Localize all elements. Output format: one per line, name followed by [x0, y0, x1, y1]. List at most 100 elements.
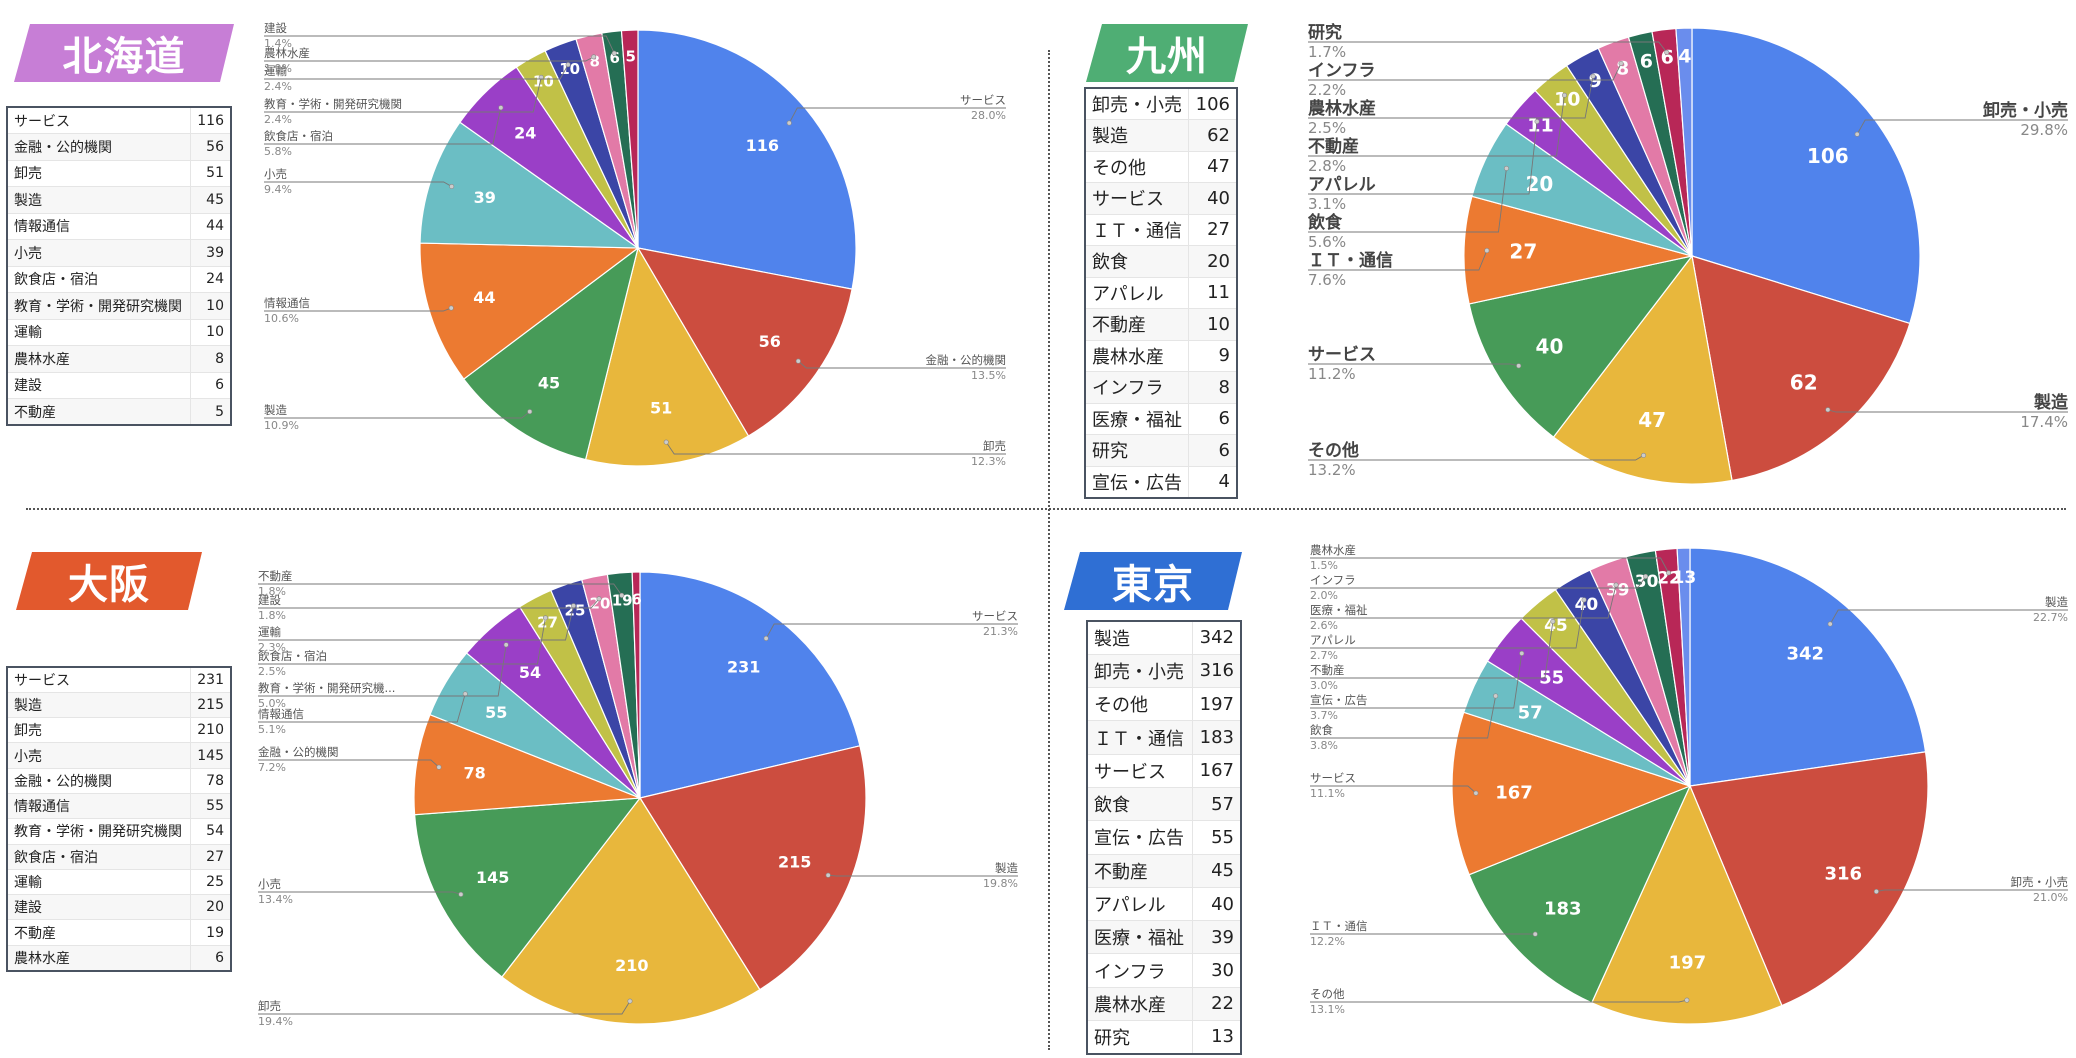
pie-slice: [639, 571, 861, 799]
callout-line: [1310, 584, 1617, 619]
table-cell-value: 25: [189, 869, 231, 896]
table-row: 卸売 51: [7, 160, 231, 187]
slice-value-label: 215: [778, 852, 811, 871]
callout-category-label: サービス: [960, 93, 1006, 107]
slice-value-label: 4: [1678, 45, 1691, 67]
callout-line: [1308, 168, 1507, 233]
table-cell-category: その他: [1087, 687, 1193, 722]
callout-percent-label: 13.4%: [258, 893, 293, 906]
callout-percent-label: 19.4%: [258, 1015, 293, 1028]
callout-dot: [1590, 73, 1596, 79]
slice-value-label: 56: [759, 332, 781, 351]
region-tag-hokkaido: 北海道: [14, 24, 234, 82]
table-cell-category: 製造: [7, 186, 191, 214]
slice-value-label: 8: [589, 53, 599, 71]
callout-category-label: 飲食: [1307, 212, 1343, 233]
table-cell-value: 27: [1188, 214, 1237, 246]
table-cell-value: 6: [189, 945, 231, 972]
callout-dot: [448, 305, 454, 311]
table-cell-value: 22: [1191, 987, 1241, 1022]
callout-dot: [627, 998, 633, 1004]
table-cell-category: 農林水産: [7, 345, 191, 373]
slice-value-label: 6: [1640, 50, 1653, 72]
slice-value-label: 20: [590, 595, 611, 613]
pie-slice: [413, 713, 641, 816]
table-row: サービス 40: [1085, 182, 1237, 215]
callout-category-label: 卸売: [983, 439, 1006, 453]
callout-percent-label: 10.9%: [264, 419, 299, 432]
table-row: 金融・公的機関 56: [7, 133, 231, 161]
callout-line: [788, 107, 1006, 124]
callout-line: [765, 623, 1018, 639]
table-cell-category: 情報通信: [7, 213, 191, 240]
callout-line: [264, 181, 452, 187]
table-cell-value: 27: [189, 844, 231, 870]
callout-dot: [1550, 618, 1556, 624]
callout-category-label: アパレル: [1310, 633, 1356, 647]
table-cell-category: 建設: [7, 894, 191, 921]
table-cell-value: 6: [1188, 434, 1237, 467]
callout-dot: [1503, 165, 1509, 171]
table-row: ＩＴ・通信 183: [1087, 720, 1241, 755]
table-cell-value: 5: [189, 398, 231, 426]
callout-percent-label: 2.4%: [264, 113, 292, 126]
table-cell-category: 運輸: [7, 319, 191, 346]
callout-category-label: 運輸: [258, 625, 281, 639]
region-title: 九州: [1126, 34, 1208, 80]
table-cell-value: 44: [189, 213, 231, 240]
callout-percent-label: 13.5%: [971, 369, 1006, 382]
table-cell-category: 運輸: [7, 869, 191, 896]
table-cell-category: 飲食店・宿泊: [7, 844, 191, 870]
callout-line: [1310, 695, 1497, 739]
table-cell-value: 145: [189, 742, 231, 769]
table-cell-value: 9: [1188, 340, 1237, 372]
table-cell-category: 教育・学術・開発研究機関: [7, 818, 191, 845]
callout-dot: [1561, 92, 1567, 98]
slice-value-label: 6: [1661, 47, 1674, 69]
callout-line: [1308, 76, 1594, 119]
table-cell-category: 製造: [1085, 119, 1189, 152]
table-cell-value: 57: [1191, 787, 1241, 822]
slice-value-label: 47: [1638, 408, 1666, 432]
callout-dot: [596, 596, 602, 602]
slice-value-label: 22: [1657, 569, 1681, 589]
table-row: 宣伝・広告 55: [1087, 820, 1241, 855]
callout-dot: [763, 635, 769, 641]
slice-value-label: 6: [610, 49, 620, 67]
callout-dot: [1516, 363, 1522, 369]
table-cell-category: 卸売・小売: [1085, 88, 1189, 120]
callout-percent-label: 17.4%: [2020, 413, 2068, 431]
callout-percent-label: 3.7%: [1310, 709, 1338, 722]
callout-category-label: ＩＴ・通信: [1310, 919, 1368, 933]
pie-slice: [639, 745, 867, 991]
slice-value-label: 57: [1518, 702, 1543, 723]
callout-category-label: サービス: [972, 609, 1018, 623]
table-row: 小売 145: [7, 742, 231, 769]
slice-value-label: 40: [1536, 335, 1564, 359]
table-row: 飲食 57: [1087, 787, 1241, 822]
pie-slice: [462, 246, 639, 461]
callout-percent-label: 1.4%: [264, 37, 292, 50]
table-cell-value: 39: [1191, 920, 1241, 955]
callout-percent-label: 3.1%: [1308, 195, 1346, 213]
table-cell-category: サービス: [7, 667, 191, 693]
slice-value-label: 51: [650, 398, 672, 417]
table-row: 飲食 20: [1085, 245, 1237, 278]
slice-value-label: 45: [538, 373, 560, 392]
slice-value-label: 210: [615, 956, 648, 975]
slice-value-label: 40: [1575, 595, 1599, 615]
table-row: 建設 6: [7, 372, 231, 399]
callout-dot: [1613, 582, 1619, 588]
callout-category-label: 農林水産: [1310, 543, 1356, 557]
table-cell-category: 研究: [1085, 434, 1189, 467]
callout-line: [258, 1000, 631, 1015]
callout-dot: [1684, 997, 1690, 1003]
table-cell-value: 40: [1188, 182, 1237, 215]
table-cell-category: 卸売: [7, 717, 191, 744]
slice-value-label: 30: [1635, 572, 1659, 592]
callout-percent-label: 1.8%: [258, 609, 286, 622]
table-cell-value: 45: [1191, 854, 1241, 888]
slice-value-label: 197: [1669, 953, 1707, 974]
slice-value-label: 39: [474, 188, 496, 207]
callout-percent-label: 5.8%: [264, 145, 292, 158]
